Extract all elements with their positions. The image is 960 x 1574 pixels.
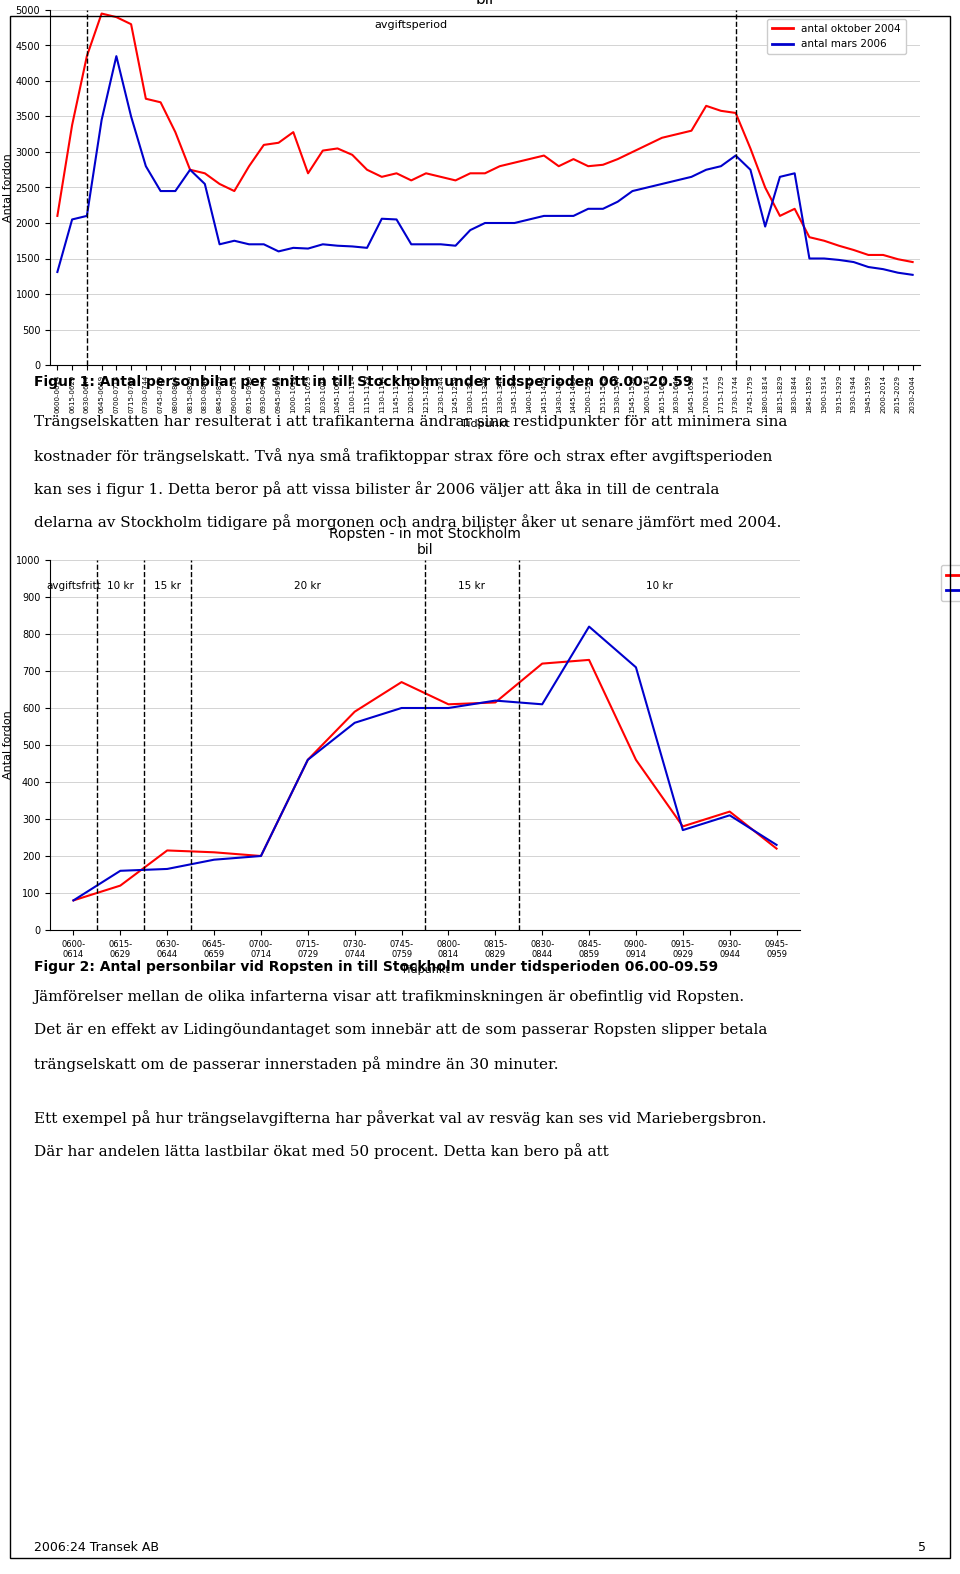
Y-axis label: Antal fordon: Antal fordon [3, 710, 13, 779]
X-axis label: Tidpunkt: Tidpunkt [461, 419, 510, 428]
Text: 10 kr: 10 kr [646, 581, 673, 590]
Text: 15 kr: 15 kr [458, 581, 486, 590]
Text: Figur 2: Antal personbilar vid Ropsten in till Stockholm under tidsperioden 06.0: Figur 2: Antal personbilar vid Ropsten i… [34, 960, 718, 974]
Text: Det är en effekt av Lidingöundantaget som innebär att de som passerar Ropsten sl: Det är en effekt av Lidingöundantaget so… [34, 1023, 767, 1037]
Title: Ropsten - in mot Stockholm
bil: Ropsten - in mot Stockholm bil [329, 527, 521, 557]
Legend: antal oktober 2004, antal mars 2006: antal oktober 2004, antal mars 2006 [767, 19, 906, 55]
Text: Ett exempel på hur trängselavgifterna har påverkat val av resväg kan ses vid Mar: Ett exempel på hur trängselavgifterna ha… [34, 1110, 766, 1125]
Text: 2006:24 Transek AB: 2006:24 Transek AB [34, 1541, 158, 1554]
Text: Figur 1: Antal personbilar per snitt in till Stockholm under tidsperioden 06.00-: Figur 1: Antal personbilar per snitt in … [34, 375, 692, 389]
Legend: antal oktober 2005, antal mars 2006: antal oktober 2005, antal mars 2006 [941, 565, 960, 601]
Text: kostnader för trängselskatt. Två nya små trafiktoppar strax före och strax efter: kostnader för trängselskatt. Två nya små… [34, 449, 772, 464]
Text: avgiftsfritt: avgiftsfritt [46, 581, 101, 590]
X-axis label: Tidpunkt: Tidpunkt [400, 965, 449, 974]
Text: 15 kr: 15 kr [154, 581, 180, 590]
Text: delarna av Stockholm tidigare på morgonen och andra bilister åker ut senare jämf: delarna av Stockholm tidigare på morgone… [34, 515, 781, 530]
Text: Där har andelen lätta lastbilar ökat med 50 procent. Detta kan bero på att: Där har andelen lätta lastbilar ökat med… [34, 1143, 609, 1158]
Title: Samtliga 16 snitt - in mot Stockholm
bil: Samtliga 16 snitt - in mot Stockholm bil [345, 0, 625, 8]
Text: 10 kr: 10 kr [107, 581, 133, 590]
Text: avgiftsperiod: avgiftsperiod [374, 20, 447, 30]
Text: Trängselskatten har resulterat i att trafikanterna ändrar sina restidpunkter för: Trängselskatten har resulterat i att tra… [34, 416, 787, 430]
Text: trängselskatt om de passerar innerstaden på mindre än 30 minuter.: trängselskatt om de passerar innerstaden… [34, 1056, 558, 1072]
Text: 20 kr: 20 kr [295, 581, 322, 590]
Text: 5: 5 [919, 1541, 926, 1554]
Text: Jämförelser mellan de olika infarterna visar att trafikminskningen är obefintlig: Jämförelser mellan de olika infarterna v… [34, 990, 745, 1004]
Y-axis label: Antal fordon: Antal fordon [3, 153, 12, 222]
Text: kan ses i figur 1. Detta beror på att vissa bilister år 2006 väljer att åka in t: kan ses i figur 1. Detta beror på att vi… [34, 482, 719, 497]
